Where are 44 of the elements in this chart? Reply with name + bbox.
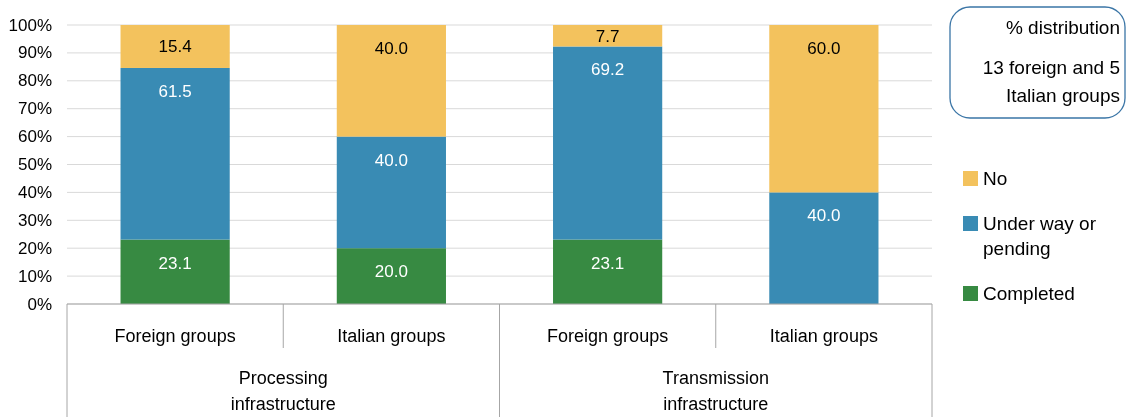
text: 13 foreign and 5 Italian groups bbox=[982, 56, 1120, 106]
text: % distribution bbox=[1005, 16, 1120, 38]
data-label: 23.1 bbox=[158, 253, 192, 273]
bar bbox=[336, 248, 446, 304]
bar bbox=[120, 239, 230, 304]
data-label: 40.0 bbox=[374, 38, 408, 58]
x-tick-label: Foreign groups bbox=[547, 326, 669, 346]
x-tick-label: Foreign groups bbox=[114, 326, 236, 346]
y-tick-label: 90% bbox=[17, 43, 52, 63]
data-label: 69.2 bbox=[591, 59, 625, 79]
text: Transmission infrastructure bbox=[662, 368, 769, 414]
y-tick-label: 100% bbox=[8, 15, 52, 35]
bar bbox=[553, 46, 663, 240]
y-tick-label: 50% bbox=[17, 155, 52, 174]
bar bbox=[553, 25, 663, 47]
legend-label: No bbox=[983, 168, 1008, 189]
x-tick-label: Italian groups bbox=[769, 326, 878, 346]
y-tick-label: 0% bbox=[27, 294, 52, 314]
bar bbox=[336, 136, 446, 249]
data-label: 23.1 bbox=[591, 253, 625, 273]
bar bbox=[120, 67, 230, 240]
y-tick-label: 20% bbox=[17, 238, 52, 258]
data-label: 20.0 bbox=[374, 261, 408, 281]
bar bbox=[769, 25, 879, 193]
data-label: 40.0 bbox=[374, 150, 408, 170]
legend-label: Completed bbox=[983, 283, 1075, 304]
text: Processing infrastructure bbox=[230, 368, 336, 414]
bar bbox=[120, 25, 230, 68]
data-label: 40.0 bbox=[807, 205, 841, 225]
bar bbox=[336, 25, 446, 137]
data-label: 15.4 bbox=[158, 36, 192, 56]
data-label: 61.5 bbox=[158, 81, 192, 101]
y-tick-label: 10% bbox=[17, 266, 52, 286]
x-tick-label: Italian groups bbox=[337, 326, 446, 346]
bar bbox=[553, 239, 663, 304]
data-label: 7.7 bbox=[595, 26, 620, 46]
y-tick-label: 60% bbox=[17, 127, 52, 147]
legend-label: Under way or pending bbox=[983, 213, 1097, 259]
y-tick-label: 30% bbox=[17, 210, 52, 230]
data-label: 60.0 bbox=[807, 38, 841, 58]
bar bbox=[769, 192, 879, 304]
y-tick-label: 70% bbox=[17, 99, 52, 119]
y-tick-label: 40% bbox=[17, 182, 52, 202]
y-tick-label: 80% bbox=[17, 71, 52, 91]
